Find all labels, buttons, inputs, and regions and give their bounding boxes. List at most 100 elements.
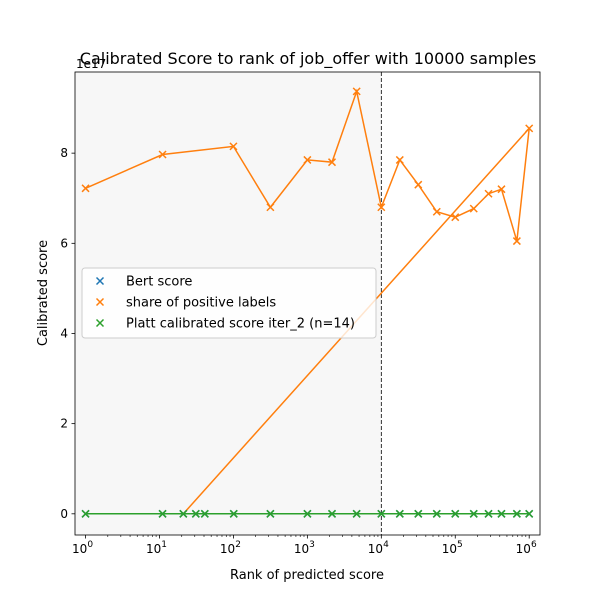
platt-score-point	[469, 509, 478, 518]
marker-stroke	[303, 155, 312, 164]
platt-score-point	[352, 509, 361, 518]
chart-title: Calibrated Score to rank of job_offer wi…	[80, 49, 536, 69]
marker-stroke	[266, 509, 275, 518]
marker-stroke	[395, 509, 404, 518]
marker-stroke	[497, 185, 506, 194]
share-positive-point	[395, 155, 404, 164]
marker-stroke	[191, 509, 200, 518]
x-axis-label: Rank of predicted score	[230, 568, 384, 583]
share-positive-point	[497, 185, 506, 194]
share-positive-point	[414, 180, 423, 189]
marker-stroke	[484, 509, 493, 518]
marker-stroke	[229, 509, 238, 518]
marker-stroke	[95, 276, 105, 286]
x-tick-label: 100	[72, 540, 93, 556]
platt-score-point	[395, 509, 404, 518]
legend-marker	[95, 297, 105, 307]
platt-score-point	[414, 509, 423, 518]
platt-score-point	[200, 509, 209, 518]
marker-stroke	[81, 509, 90, 518]
share-positive-point	[451, 213, 460, 222]
platt-score-point	[327, 509, 337, 518]
marker-stroke	[266, 203, 275, 212]
share-positive-point	[81, 184, 90, 193]
marker-stroke	[414, 509, 423, 518]
marker-stroke	[327, 509, 337, 518]
platt-score-point	[191, 509, 200, 518]
marker-stroke	[327, 158, 337, 167]
marker-stroke	[200, 509, 209, 518]
marker-stroke	[179, 509, 188, 518]
marker-stroke	[81, 184, 90, 193]
x-tick-label: 105	[442, 540, 463, 556]
marker-stroke	[352, 87, 361, 96]
marker-stroke	[352, 509, 361, 518]
platt-score-point	[525, 509, 534, 518]
share-positive-point	[469, 204, 478, 213]
marker-stroke	[525, 509, 534, 518]
marker-stroke	[95, 318, 105, 328]
share-positive-point	[158, 150, 167, 159]
marker-stroke	[484, 189, 493, 198]
share-positive-point	[303, 155, 312, 164]
platt-score-point	[179, 509, 188, 518]
legend-label: Platt calibrated score iter_2 (n=14)	[126, 317, 355, 332]
marker-stroke	[377, 509, 386, 518]
share-positive-point	[432, 207, 441, 216]
y-offset-text: 1e17	[76, 57, 106, 71]
y-tick-label: 0	[60, 507, 68, 521]
platt-score-point	[81, 509, 90, 518]
platt-score-point	[229, 509, 238, 518]
platt-score-point	[512, 509, 521, 518]
marker-stroke	[377, 203, 386, 212]
legend-frame	[81, 267, 377, 339]
legend-marker	[95, 318, 105, 328]
legend-label: share of positive labels	[126, 296, 276, 311]
marker-stroke	[451, 509, 460, 518]
marker-stroke	[395, 155, 404, 164]
marker-stroke	[525, 124, 534, 133]
x-tick-label: 101	[146, 540, 167, 556]
platt-score-point	[158, 509, 167, 518]
platt-score-point	[484, 509, 493, 518]
y-tick-label: 2	[60, 417, 68, 431]
marker-stroke	[432, 207, 441, 216]
marker-stroke	[512, 509, 521, 518]
share-positive-point	[352, 87, 361, 96]
share-positive-point	[229, 142, 238, 151]
share-positive-point	[266, 203, 275, 212]
marker-stroke	[432, 509, 441, 518]
share-positive-point	[377, 203, 386, 212]
marker-stroke	[158, 150, 167, 159]
marker-stroke	[158, 509, 167, 518]
marker-stroke	[512, 237, 521, 246]
y-tick-label: 8	[60, 146, 68, 160]
platt-score-point	[451, 509, 460, 518]
legend: Bert score share of positive labels Platt …	[81, 267, 377, 339]
x-tick-label: 103	[294, 540, 315, 556]
platt-score-point	[266, 509, 275, 518]
share-positive-point	[512, 237, 521, 246]
y-tick-label: 4	[60, 326, 68, 340]
x-tick-label: 104	[368, 540, 389, 556]
legend-marker	[95, 276, 105, 286]
x-tick-label: 102	[220, 540, 241, 556]
marker-stroke	[229, 142, 238, 151]
marker-stroke	[497, 509, 506, 518]
platt-score-point	[303, 509, 312, 518]
y-tick-label: 6	[60, 236, 68, 250]
platt-score-point	[497, 509, 506, 518]
share-positive-point	[327, 158, 337, 167]
share-positive-point	[525, 124, 534, 133]
marker-stroke	[469, 509, 478, 518]
y-axis-label: Calibrated score	[36, 240, 51, 346]
legend-label: Bert score	[126, 275, 192, 290]
marker-stroke	[95, 297, 105, 307]
x-tick-label: 106	[516, 540, 537, 556]
marker-stroke	[469, 204, 478, 213]
marker-stroke	[414, 180, 423, 189]
platt-score-point	[377, 509, 386, 518]
marker-stroke	[451, 213, 460, 222]
axes-frame	[74, 71, 541, 536]
